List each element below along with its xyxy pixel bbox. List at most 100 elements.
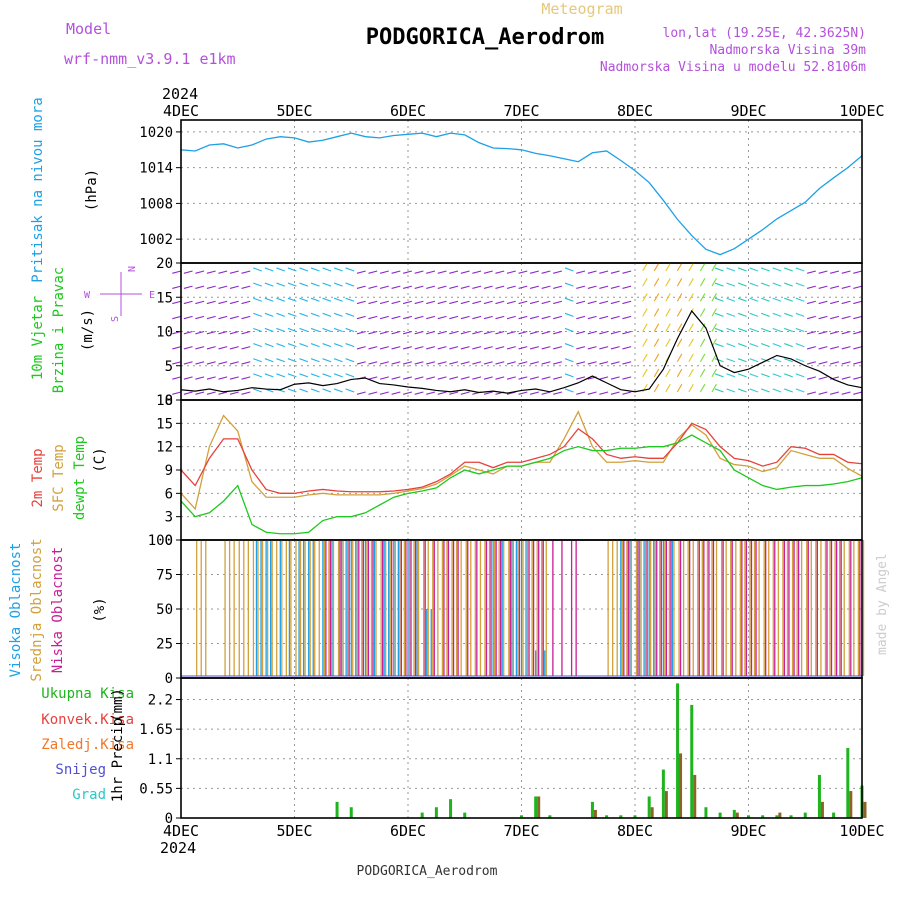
wind-arrow [610,285,620,289]
wind-arrow [599,315,609,320]
wind-ylabel-1: 10m Vjetar [30,296,46,380]
wind-arrow [806,285,816,289]
wind-arrow [195,391,205,395]
wind-arrow [841,285,851,289]
wind-arrow [253,388,262,393]
wind-arrow [426,391,436,395]
wind-arrow [345,267,355,272]
wind-arrow [195,315,205,320]
wind-arrow [841,391,851,395]
wind-arrow [206,330,216,335]
wind-arrow [356,346,366,350]
wind-arrow [253,282,262,287]
wind-arrow [264,297,274,302]
total-precip-bar [590,801,594,818]
wind-arrow [241,285,251,289]
wind-arrow [333,358,343,363]
wind-arrow [287,267,297,272]
panel-wind: 20 15 10 5 0 [156,256,863,409]
legend-total-precip: Ukupna Kisa [41,686,134,702]
wind-arrow [818,346,828,350]
wind-arrow [195,376,205,380]
wind-arrow [806,391,816,395]
wind-arrow [653,293,660,302]
y-tick-label: 0 [165,671,173,687]
wind-arrow [665,308,671,317]
wind-arrow [449,285,459,289]
dewpoint-line [180,434,863,535]
wind-arrow [642,293,648,302]
wind-arrow [599,361,609,365]
wind-arrow [599,300,609,305]
bottom-time-tick-label: 6DEC [390,822,426,840]
conv-precip-bar [778,812,782,818]
wind-arrow [206,285,216,289]
wind-arrow [529,346,539,350]
conv-precip-bar [693,774,697,818]
wind-arrow [183,300,193,305]
compass-west: W [84,290,91,301]
wind-arrow [665,338,671,347]
wind-arrow [688,323,694,332]
wind-arrow [506,376,516,380]
total-precip-bar [747,815,750,818]
wind-arrow [622,330,632,335]
y-tick-label: 25 [156,637,173,653]
wind-arrow [172,376,182,380]
credit-text: made by Angel [875,553,890,655]
wind-arrow [784,358,793,363]
wind-arrow [841,346,851,350]
wind-arrow [195,361,205,365]
wind-arrow [772,373,782,378]
chart-panels: 1020101410081002201510501815129630100755… [139,119,867,827]
wind-arrow [379,330,389,335]
conv-precip-bar [735,812,739,818]
wind-arrow [553,361,563,365]
wind-arrow [818,315,828,320]
wind-arrow [737,343,747,348]
wind-arrow [414,330,424,335]
wind-arrow [518,330,528,335]
y-tick-label: 15 [156,290,173,306]
wind-arrow [218,391,228,395]
wind-arrow [587,361,597,365]
wind-arrow [564,297,574,302]
wind-arrow [426,330,436,335]
y-tick-label: 6 [165,486,173,502]
wind-arrow [853,376,863,380]
wind-arrow [830,346,840,350]
wind-arrow [356,391,366,395]
total-precip-bar [463,812,467,818]
wind-arrow [841,376,851,380]
wind-arrow [437,315,447,320]
wind-arrow [368,376,378,380]
wind-arrow [414,376,424,380]
wind-arrow [183,285,193,289]
wind-arrow [749,343,759,348]
compass-north: N [125,266,136,272]
top-time-tick-label: 10DEC [839,102,884,120]
wind-arrow [587,346,597,350]
wind-arrow [495,330,505,335]
wind-arrow [553,270,563,274]
wind-arrow [356,300,366,305]
wind-arrow [761,388,770,393]
wind-arrow [749,282,759,287]
wind-arrow [414,361,424,365]
year-label-bottom: 2024 [160,839,196,857]
wind-arrow [818,361,828,365]
wind-arrow [253,358,262,363]
bottom-time-tick-label: 5DEC [276,822,312,840]
wind-arrow [253,327,262,333]
wind-arrow [449,391,459,395]
wind-arrow [642,278,648,287]
top-time-tick-label: 6DEC [390,102,426,120]
legend-snow: Snijeg [55,762,106,778]
wind-arrow [737,282,747,287]
wind-arrow [253,343,262,348]
wind-arrow [460,361,470,365]
bottom-time-tick-label: 9DEC [730,822,766,840]
wind-arrow [726,267,736,272]
wind-arrow [599,376,609,380]
wind-arrow [622,285,632,289]
